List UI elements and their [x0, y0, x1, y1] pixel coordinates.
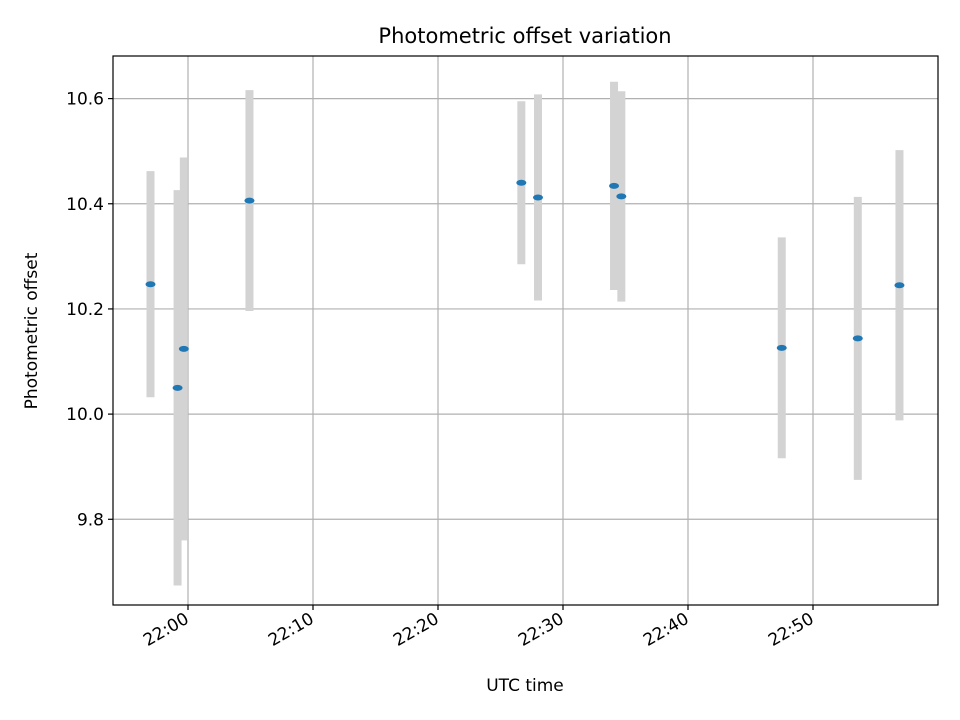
- data-point: [172, 384, 183, 391]
- data-point: [616, 193, 627, 200]
- data-points: [145, 179, 905, 391]
- data-point: [776, 344, 787, 351]
- y-tick-label: 10.0: [66, 405, 104, 425]
- y-tick-label: 10.2: [66, 300, 104, 320]
- chart-title: Photometric offset variation: [378, 24, 671, 48]
- data-point: [894, 282, 905, 289]
- y-axis-label: Photometric offset: [22, 252, 42, 409]
- data-point: [852, 335, 863, 342]
- x-axis-label: UTC time: [486, 676, 564, 696]
- data-point: [533, 194, 543, 201]
- y-tick-label: 9.8: [77, 510, 104, 530]
- y-tick-label: 10.6: [66, 90, 104, 110]
- data-point: [609, 182, 620, 189]
- y-tick-label: 10.4: [66, 195, 104, 215]
- data-point: [244, 197, 255, 204]
- data-point: [516, 179, 527, 186]
- plot-frame: [112, 55, 939, 606]
- data-point: [145, 281, 156, 288]
- data-point: [178, 345, 189, 352]
